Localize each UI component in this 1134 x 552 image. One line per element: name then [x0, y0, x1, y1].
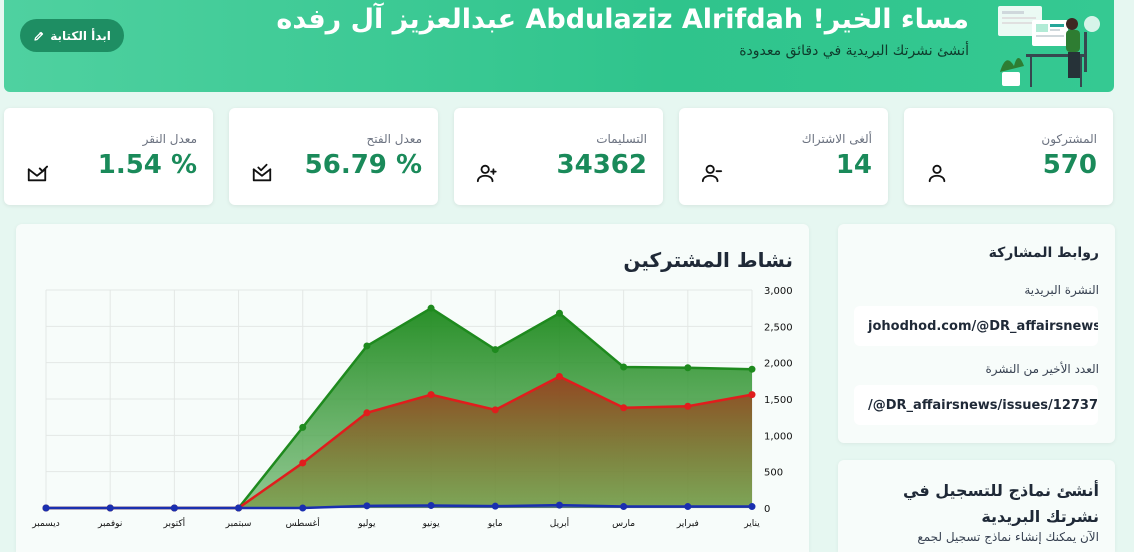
stat-card-open-rate: معدل الفتح % 56.79 — [229, 108, 438, 205]
data-point — [427, 501, 435, 509]
share-links-panel: روابط المشاركة النشرة البريدية johodhod.… — [838, 224, 1115, 443]
data-point — [363, 409, 371, 417]
stat-value: 570 — [1042, 150, 1097, 180]
share-title: روابط المشاركة — [988, 245, 1099, 261]
chart-title: نشاط المشتركين — [623, 248, 793, 272]
x-tick-label: سبتمبر — [225, 519, 252, 529]
x-tick-label: فبراير — [676, 519, 699, 529]
y-tick-label: 3,000 — [764, 286, 793, 297]
subscriber-activity-chart: نشاط المشتركين 0 500 1,000 1,500 2,000 2,500 3… — [16, 224, 809, 552]
x-tick-label: يونيو — [422, 519, 441, 529]
data-point — [684, 402, 692, 410]
data-point — [42, 504, 50, 512]
data-point — [299, 459, 307, 467]
forms-title: أنشئ نماذج للتسجيل في نشرتك البريدية — [903, 481, 1099, 526]
start-writing-button[interactable]: ابدأ الكتابة — [20, 19, 124, 52]
stat-card-subscribers: المشتركون 570 — [904, 108, 1113, 205]
forms-subtitle: الآن يمكنك إنشاء نماذج تسجيل لجمع — [917, 530, 1099, 544]
newsletter-link-label: النشرة البريدية — [1024, 283, 1099, 297]
data-point — [106, 504, 114, 512]
stat-card-unsubscribed: ألغى الاشتراك 14 — [679, 108, 888, 205]
data-point — [427, 304, 435, 312]
mail-open-icon — [252, 163, 272, 182]
latest-issue-label: العدد الأخير من النشرة — [985, 362, 1100, 376]
chart-canvas: 0 500 1,000 1,500 2,000 2,500 3,000 يناير فبراير… — [31, 286, 793, 529]
stat-value: 34362 — [556, 150, 647, 180]
data-point — [620, 363, 628, 371]
x-tick-label: أغسطس — [286, 517, 320, 529]
data-point — [748, 391, 756, 399]
newsletter-link-box[interactable]: johodhod.com/@DR_affairsnews — [854, 306, 1098, 346]
signup-forms-panel: أنشئ نماذج للتسجيل في نشرتك البريدية الآ… — [838, 460, 1115, 552]
series-line — [46, 503, 752, 510]
latest-issue-link[interactable]: /@DR_affairsnews/issues/12737 — [868, 397, 1098, 413]
greeting-subtitle: أنشئ نشرتك البريدية في دقائق معدودة — [739, 43, 969, 59]
data-point — [363, 502, 371, 510]
stat-label: معدل الفتح — [366, 132, 422, 146]
y-tick-label: 2,000 — [764, 359, 793, 370]
stat-label: ألغى الاشتراك — [801, 132, 872, 146]
x-tick-label: مارس — [612, 519, 635, 529]
x-tick-label: يناير — [743, 519, 760, 529]
data-point — [555, 372, 563, 380]
pencil-icon — [34, 31, 44, 41]
latest-issue-box[interactable]: /@DR_affairsnews/issues/12737 — [854, 385, 1098, 425]
data-point — [491, 406, 499, 414]
data-point — [684, 503, 692, 511]
stat-card-deliveries: التسليمات 34362 — [454, 108, 663, 205]
y-tick-label: 2,500 — [764, 322, 793, 333]
y-tick-label: 500 — [764, 468, 783, 479]
stat-label: معدل النقر — [142, 132, 197, 146]
user-minus-icon — [701, 164, 723, 183]
data-point — [363, 342, 371, 350]
x-tick-label: أبريل — [550, 517, 569, 529]
data-point — [170, 504, 178, 512]
data-point — [427, 391, 435, 399]
data-point — [299, 423, 307, 431]
stat-value: % 1.54 — [97, 150, 197, 180]
data-point — [620, 503, 628, 511]
data-point — [748, 503, 756, 511]
stat-value: 14 — [835, 150, 872, 180]
mail-click-icon — [27, 165, 48, 182]
workspace-illustration — [998, 6, 1100, 87]
start-writing-label: ابدأ الكتابة — [50, 28, 111, 43]
welcome-banner: مساء الخير! Abdulaziz Alrifdah عبدالعزيز… — [4, 0, 1114, 92]
x-tick-label: يوليو — [357, 519, 376, 529]
data-point — [491, 346, 499, 354]
series-area — [46, 376, 752, 508]
x-tick-label: أكتوبر — [163, 517, 186, 529]
stat-label: المشتركون — [1041, 132, 1097, 146]
user-icon — [928, 164, 946, 183]
data-point — [555, 501, 563, 509]
data-point — [620, 404, 628, 412]
stat-card-click-rate: معدل النقر % 1.54 — [4, 108, 213, 205]
data-point — [299, 504, 307, 512]
y-tick-label: 1,000 — [764, 431, 793, 442]
newsletter-link[interactable]: johodhod.com/@DR_affairsnews — [868, 318, 1098, 334]
stat-label: التسليمات — [596, 132, 647, 146]
x-tick-label: ديسمبر — [31, 519, 59, 529]
x-tick-label: مايو — [487, 519, 503, 529]
data-point — [684, 364, 692, 372]
stat-value: % 56.79 — [304, 150, 422, 180]
greeting-title: مساء الخير! Abdulaziz Alrifdah عبدالعزيز… — [276, 4, 969, 35]
data-point — [491, 502, 499, 510]
y-tick-label: 1,500 — [764, 395, 793, 406]
data-point — [748, 365, 756, 373]
data-point — [235, 504, 243, 512]
x-tick-label: نوفمبر — [97, 519, 122, 529]
user-plus-icon — [476, 164, 497, 183]
data-point — [555, 309, 563, 317]
y-tick-label: 0 — [764, 504, 770, 515]
